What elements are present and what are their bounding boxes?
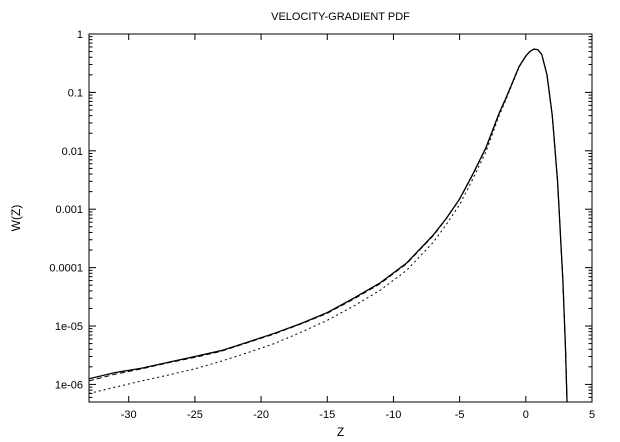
- x-tick-label: -5: [455, 409, 465, 421]
- y-tick-label: 1e-06: [55, 379, 83, 391]
- series-line-dotted-3: [89, 48, 568, 402]
- y-tick-label: 0.01: [62, 146, 83, 158]
- plot-frame: [88, 33, 593, 403]
- series-layer: [89, 48, 568, 402]
- y-tick-label: 1e-05: [55, 321, 83, 333]
- x-tick-label: -10: [385, 409, 401, 421]
- y-axis-title: W(Z): [9, 205, 23, 232]
- x-axis-title: Z: [337, 425, 344, 439]
- x-tick-label: -20: [253, 409, 269, 421]
- x-tick-label: 0: [523, 409, 529, 421]
- x-tick-label: -15: [319, 409, 335, 421]
- y-tick-label: 0.001: [55, 204, 83, 216]
- y-tick-label: 1: [77, 29, 83, 41]
- x-tick-label: 5: [589, 409, 595, 421]
- series-line-dashed-2: [89, 48, 568, 402]
- y-tick-label: 0.0001: [49, 263, 83, 275]
- y-tick-label: 0.1: [68, 87, 83, 99]
- y-axis-ticks: 1 0.1 0.01 0.001 0.0001 1e-05 1e-06: [49, 29, 592, 403]
- x-tick-label: -30: [121, 409, 137, 421]
- chart-title: VELOCITY-GRADIENT PDF: [271, 11, 410, 23]
- x-tick-label: -25: [187, 409, 203, 421]
- series-line-solid-1: [89, 48, 568, 402]
- x-axis-ticks: -30 -25 -20 -15 -10 -5 0 5: [121, 34, 595, 421]
